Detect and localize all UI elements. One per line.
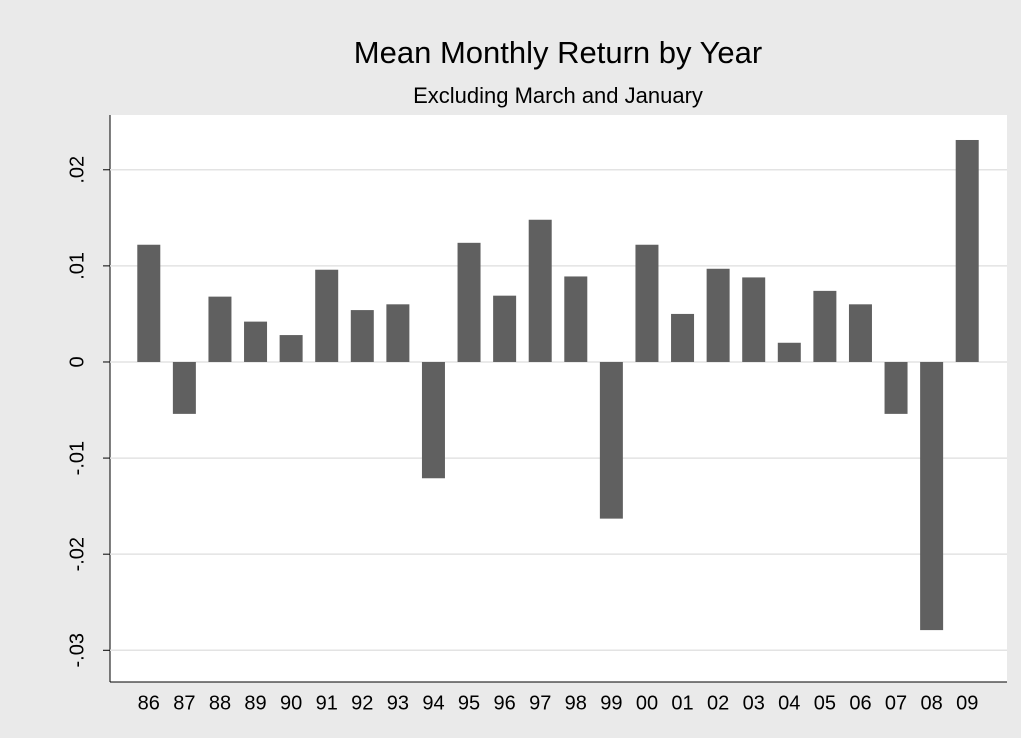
bar [599,361,623,519]
y-tick-label: -.02 [66,537,88,571]
y-tick-label: -.01 [66,441,88,475]
x-tick-label: 03 [743,692,765,714]
x-tick-label: 92 [351,692,373,714]
bar [777,342,801,362]
bar [955,139,979,362]
x-tick-label: 87 [173,692,195,714]
bar [848,304,872,362]
bar [493,295,517,362]
x-tick-label: 89 [244,692,266,714]
y-tick-label: 0 [66,356,88,367]
bar [350,310,374,362]
x-tick-label: 91 [316,692,338,714]
chart-title: Mean Monthly Return by Year [354,35,762,70]
bar [244,321,268,362]
x-tick-label: 90 [280,692,302,714]
bar [813,290,837,362]
x-tick-label: 98 [565,692,587,714]
bar [528,219,552,362]
x-tick-label: 09 [956,692,978,714]
x-tick-label: 08 [921,692,943,714]
x-tick-label: 97 [529,692,551,714]
x-tick-label: 94 [422,692,444,714]
x-tick-label: 00 [636,692,658,714]
bar [884,361,908,414]
x-tick-label: 02 [707,692,729,714]
bar [172,361,196,414]
bar [386,304,410,362]
bar [421,361,445,479]
bar [920,361,944,631]
x-tick-label: 06 [849,692,871,714]
y-tick-label: .01 [66,252,88,280]
y-tick-label: .02 [66,156,88,184]
y-tick-label: -.03 [66,633,88,667]
x-tick-label: 99 [600,692,622,714]
bar [635,244,659,362]
bar [208,296,232,362]
bar [706,268,730,362]
bar [742,277,766,362]
x-tick-label: 05 [814,692,836,714]
plot-area [110,115,1007,682]
bar [137,244,161,362]
x-tick-label: 01 [671,692,693,714]
bar [279,335,303,362]
x-tick-label: 86 [138,692,160,714]
bar [457,242,481,362]
x-tick-label: 88 [209,692,231,714]
bar [671,313,695,362]
x-tick-label: 07 [885,692,907,714]
chart-subtitle: Excluding March and January [413,83,703,108]
bar [315,269,339,362]
x-tick-label: 96 [494,692,516,714]
x-tick-label: 95 [458,692,480,714]
x-tick-label: 04 [778,692,800,714]
bar [564,276,588,362]
x-tick-label: 93 [387,692,409,714]
